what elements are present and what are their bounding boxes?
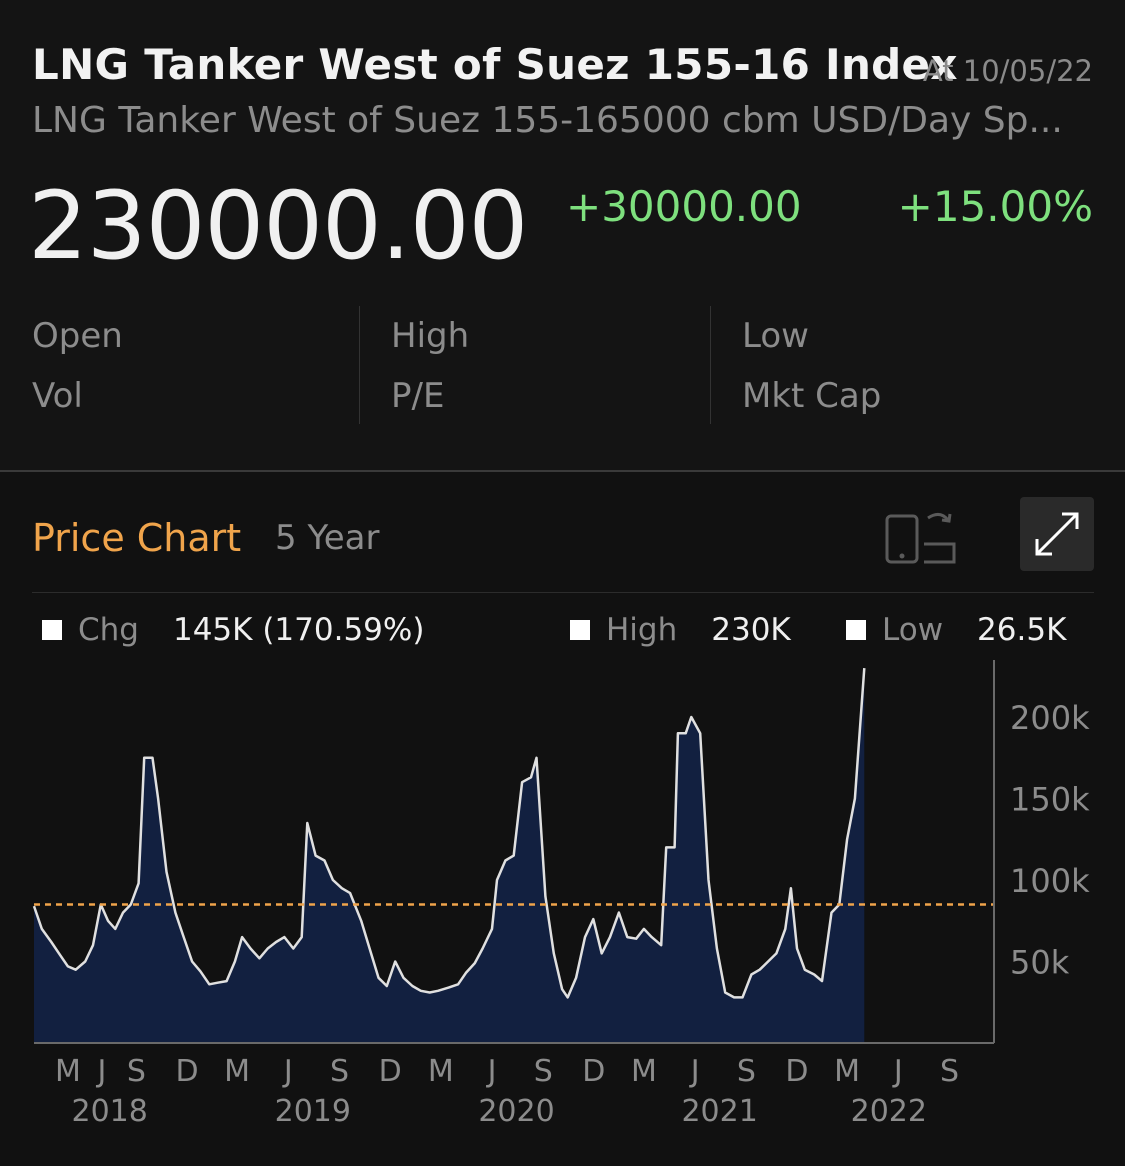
legend-marker [42, 620, 62, 640]
x-month-tick-label: D [582, 1054, 605, 1089]
chart-header-divider [32, 592, 1094, 593]
x-month-tick-label: D [175, 1054, 198, 1089]
x-month-tick-label: M [224, 1054, 250, 1089]
price-chart-title: Price Chart [32, 516, 242, 560]
x-year-label: 2019 [275, 1094, 351, 1129]
legend-high: High 230K [570, 612, 791, 648]
x-month-tick-label: S [330, 1054, 349, 1089]
y-tick-label: 50k [1010, 944, 1070, 982]
rotate-device-icon[interactable] [880, 504, 966, 570]
x-month-tick-label: D [785, 1054, 808, 1089]
legend-marker [846, 620, 866, 640]
y-tick-label: 200k [1010, 699, 1090, 737]
x-year-label: 2020 [478, 1094, 554, 1129]
x-month-tick-label: J [486, 1054, 497, 1089]
index-title: LNG Tanker West of Suez 155-16 Index [32, 40, 958, 89]
stats-divider [359, 306, 360, 424]
legend-change-value: 145K (170.59%) [172, 612, 425, 648]
legend-high-label: High [606, 612, 678, 648]
x-year-label: 2018 [72, 1094, 148, 1129]
x-year-label: 2022 [851, 1094, 927, 1129]
stat-vol-label: Vol [32, 376, 83, 416]
legend-low-value: 26.5K [977, 612, 1067, 648]
stat-low-label: Low [742, 316, 809, 356]
chart-range-selector[interactable]: 5 Year [275, 518, 380, 558]
index-description: LNG Tanker West of Suez 155-165000 cbm U… [32, 100, 1063, 141]
legend-marker [570, 620, 590, 640]
price-change: +30000.00 [566, 182, 802, 231]
x-month-tick-label: M [55, 1054, 81, 1089]
y-tick-label: 100k [1010, 862, 1090, 900]
x-month-tick-label: S [127, 1054, 146, 1089]
stats-divider [710, 306, 711, 424]
price-area [34, 668, 865, 1043]
quote-header: LNG Tanker West of Suez 155-16 Index At … [0, 0, 1125, 470]
legend-low: Low 26.5K [846, 612, 1066, 648]
x-year-label: 2021 [681, 1094, 757, 1129]
y-tick-label: 150k [1010, 781, 1090, 819]
x-month-tick-label: J [892, 1054, 903, 1089]
x-month-tick-label: J [689, 1054, 700, 1089]
x-month-tick-label: J [282, 1054, 293, 1089]
x-month-tick-label: S [940, 1054, 959, 1089]
x-month-tick-label: D [379, 1054, 402, 1089]
legend-change-label: Chg [78, 612, 139, 648]
legend-change: Chg 145K (170.59%) [42, 612, 424, 648]
x-month-tick-label: M [428, 1054, 454, 1089]
expand-icon[interactable] [1020, 497, 1094, 571]
section-divider [0, 470, 1125, 472]
x-month-tick-label: S [534, 1054, 553, 1089]
stat-pe-label: P/E [391, 376, 445, 416]
price-change-percent: +15.00% [897, 182, 1093, 231]
x-month-tick-label: M [631, 1054, 657, 1089]
stat-open-label: Open [32, 316, 123, 356]
stat-high-label: High [391, 316, 470, 356]
x-month-tick-label: S [737, 1054, 756, 1089]
stat-mktcap-label: Mkt Cap [742, 376, 882, 416]
as-of-date: At 10/05/22 [922, 54, 1093, 88]
last-price: 230000.00 [28, 172, 528, 281]
legend-low-label: Low [882, 612, 944, 648]
legend-high-value: 230K [711, 612, 791, 648]
x-month-tick-label: J [95, 1054, 106, 1089]
x-month-tick-label: M [834, 1054, 860, 1089]
price-line [32, 668, 866, 999]
